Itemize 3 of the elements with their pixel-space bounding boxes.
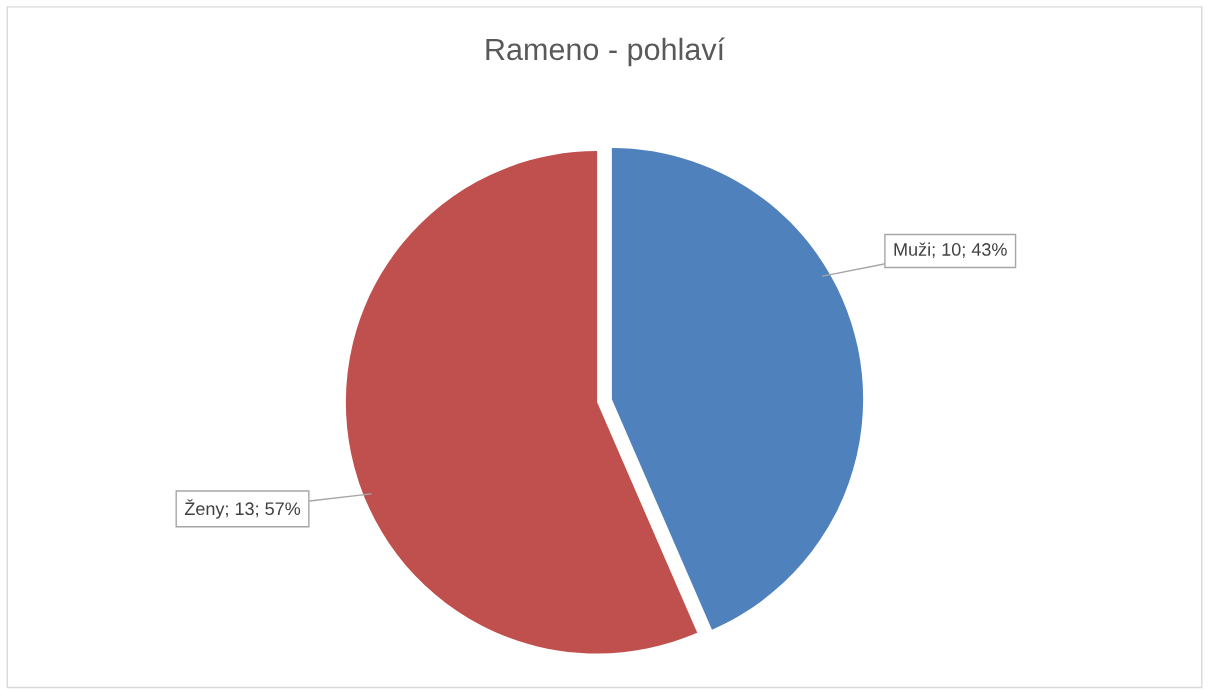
chart-title: Rameno - pohlaví xyxy=(486,37,725,67)
slice-label: Ženy; 13; 57% xyxy=(184,499,301,519)
slice-label: Muži; 10; 43% xyxy=(894,242,1007,258)
